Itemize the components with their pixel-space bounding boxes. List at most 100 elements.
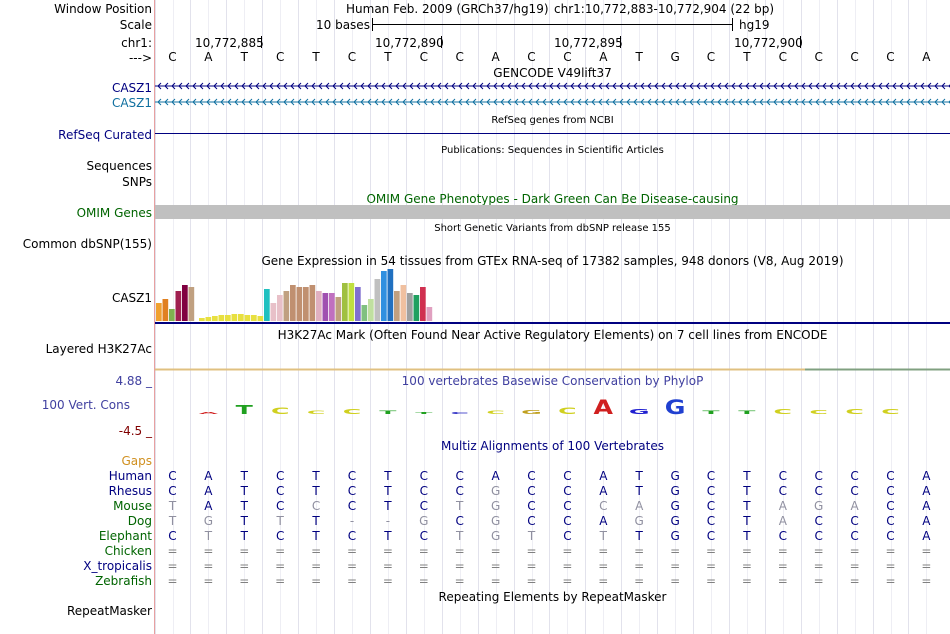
- alignment-base: =: [598, 544, 609, 558]
- strand-chevron: [878, 98, 883, 106]
- strand-chevron: [906, 82, 911, 90]
- alignment-base: =: [346, 559, 358, 573]
- reference-base: T: [240, 50, 248, 64]
- gtex-tissue-bar: [322, 293, 329, 321]
- alignment-base: =: [921, 574, 932, 588]
- strand-chevron: [304, 82, 309, 90]
- alignment-base: =: [885, 559, 896, 573]
- species-label[interactable]: X_tropicalis: [83, 559, 152, 573]
- alignment-base: C: [527, 514, 536, 528]
- strand-chevron: [514, 98, 519, 106]
- strand-chevron: [696, 98, 701, 106]
- alignment-base: C: [814, 514, 823, 528]
- strand-chevron: [577, 82, 582, 90]
- strand-chevron: [458, 82, 463, 90]
- strand-chevron: [234, 82, 239, 90]
- strand-chevron: [451, 98, 456, 106]
- strand-chevron: [290, 82, 295, 90]
- alignment-base: C: [563, 484, 572, 498]
- strand-chevron: [472, 98, 477, 106]
- strand-chevron: [227, 98, 232, 106]
- omim-track-label[interactable]: OMIM Genes: [76, 206, 152, 220]
- alignment-base: C: [814, 469, 823, 483]
- h3k27ac-signal[interactable]: [155, 368, 950, 372]
- alignment-base: C: [886, 514, 895, 528]
- gtex-tissue-bar: [212, 316, 218, 321]
- alignment-base: =: [741, 559, 752, 573]
- strand-chevron: [535, 98, 540, 106]
- reference-base: C: [455, 50, 464, 64]
- strand-chevron: [689, 98, 694, 106]
- alignment-base: =: [598, 574, 609, 588]
- strand-chevron: [185, 82, 190, 90]
- gtex-tissue-bar: [156, 303, 162, 321]
- sequences-track-label[interactable]: Sequences: [86, 159, 152, 173]
- strand-chevron: [353, 82, 358, 90]
- casz1-track-label-1[interactable]: CASZ1: [111, 81, 152, 95]
- strand-chevron: [423, 82, 428, 90]
- strand-chevron: [829, 82, 834, 90]
- alignment-base: T: [456, 499, 464, 513]
- strand-chevron: [339, 82, 344, 90]
- grid-line: [711, 0, 712, 634]
- layered-h3k27ac-label[interactable]: Layered H3K27Ac: [45, 342, 152, 356]
- strand-chevron: [507, 98, 512, 106]
- strand-chevron: [871, 82, 876, 90]
- strand-chevron: [829, 98, 834, 106]
- alignment-base: A: [635, 499, 644, 513]
- cons-track-label[interactable]: 100 Vert. Cons: [41, 398, 130, 412]
- gtex-tissue-bar: [169, 309, 175, 321]
- gencode-transcripts[interactable]: [155, 80, 950, 110]
- omim-gene-bar[interactable]: [155, 205, 950, 219]
- alignment-base: =: [741, 574, 752, 588]
- species-label[interactable]: Zebrafish: [95, 574, 152, 588]
- phylop-letter: C: [486, 410, 504, 415]
- strand-chevron: [255, 98, 260, 106]
- refseq-track-label[interactable]: RefSeq Curated: [58, 128, 152, 142]
- strand-chevron: [409, 82, 414, 90]
- strand-chevron: [248, 82, 253, 90]
- gtex-gene-label[interactable]: CASZ1: [111, 291, 152, 305]
- species-label[interactable]: Elephant: [98, 529, 152, 543]
- snps-track-label[interactable]: SNPs: [122, 175, 152, 189]
- refseq-gene-line[interactable]: [155, 133, 950, 134]
- gtex-tissue-bar: [251, 315, 257, 321]
- strand-chevron: [577, 98, 582, 106]
- alignment-base: C: [706, 484, 716, 498]
- alignment-base: C: [527, 469, 536, 483]
- strand-chevron: [745, 98, 750, 106]
- reference-base: C: [563, 50, 572, 64]
- species-label[interactable]: Mouse: [113, 499, 152, 513]
- alignment-base: C: [311, 499, 321, 513]
- species-label[interactable]: Human: [108, 469, 152, 483]
- chrom-label: chr1:: [121, 36, 152, 50]
- strand-chevron: [437, 82, 442, 90]
- strand-chevron: [703, 98, 708, 106]
- strand-chevron: [927, 82, 932, 90]
- alignment-base: =: [167, 559, 178, 573]
- strand-chevron: [892, 98, 897, 106]
- grid-line: [496, 0, 497, 634]
- species-label[interactable]: Chicken: [104, 544, 152, 558]
- common-dbsnp-track-label[interactable]: Common dbSNP(155): [22, 237, 152, 251]
- phylop-letter: C: [558, 407, 576, 416]
- species-label[interactable]: Dog: [127, 514, 152, 528]
- strand-chevron: [605, 82, 610, 90]
- grid-line: [783, 0, 784, 634]
- strand-chevron: [892, 82, 897, 90]
- assembly-text: Human Feb. 2009 (GRCh37/hg19): [346, 2, 549, 16]
- strand-chevron: [248, 98, 253, 106]
- repeatmasker-track-label[interactable]: RepeatMasker: [66, 604, 152, 618]
- strand-chevron: [857, 82, 862, 90]
- casz1-track-label-2[interactable]: CASZ1: [111, 96, 152, 110]
- strand-chevron: [353, 98, 358, 106]
- strand-chevron: [612, 98, 617, 106]
- alignment-base: A: [922, 469, 931, 483]
- strand-chevron: [388, 82, 393, 90]
- strand-chevron: [591, 82, 596, 90]
- strand-chevron: [360, 82, 365, 90]
- species-label[interactable]: Rhesus: [108, 484, 152, 498]
- gtex-bar-chart[interactable]: [155, 266, 950, 326]
